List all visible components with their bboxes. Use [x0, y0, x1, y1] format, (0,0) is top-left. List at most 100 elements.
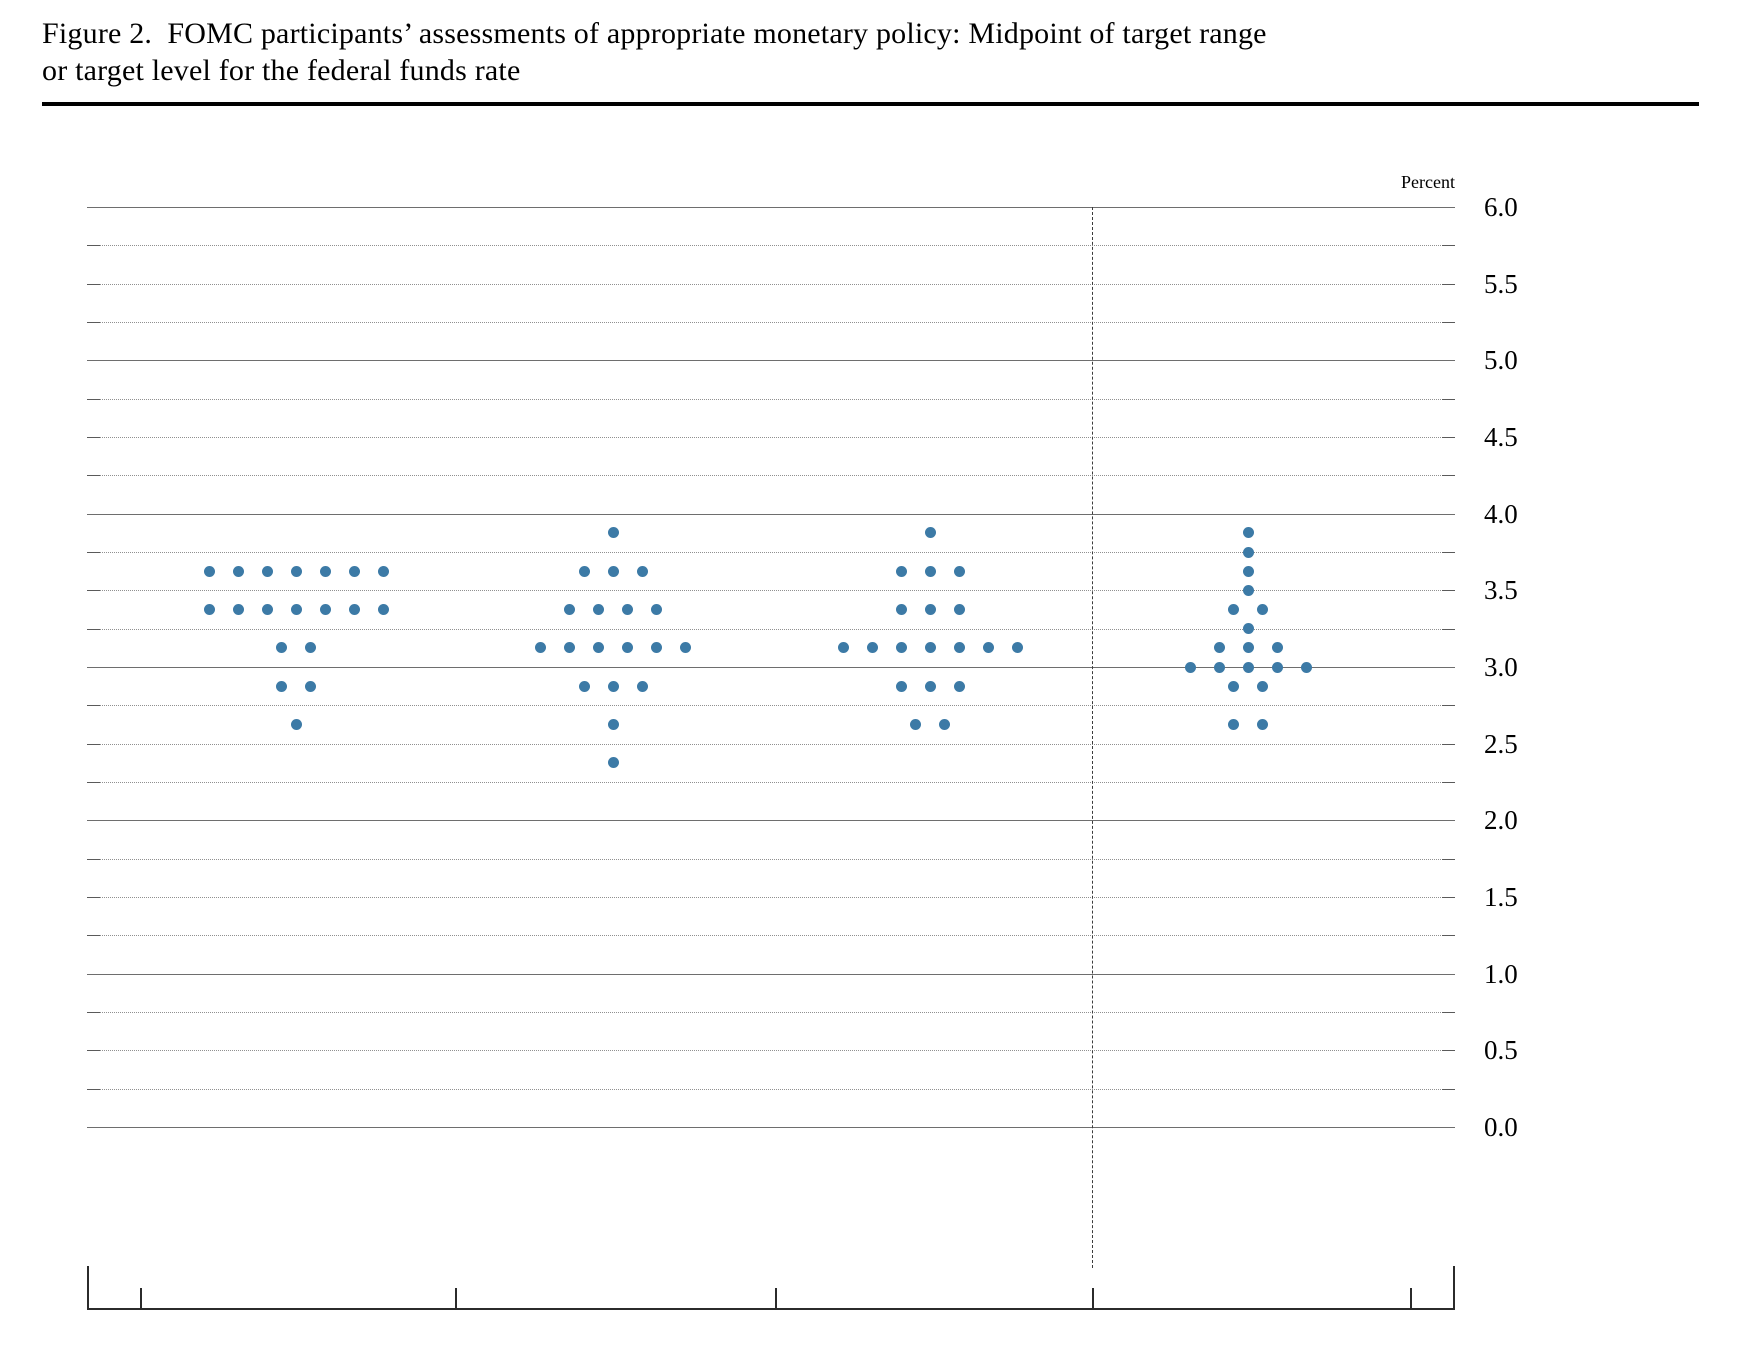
gridline-left-end-dash	[87, 245, 100, 247]
gridline-2.50	[87, 743, 1455, 745]
gridline-right-end-dash	[1442, 897, 1455, 898]
x-axis-period-tick	[140, 1288, 142, 1308]
projection-dot-period-1	[203, 565, 215, 577]
gridline-right-end-dash	[1442, 1012, 1455, 1013]
projection-dot-longer-run	[1300, 661, 1312, 673]
gridline-1.25	[87, 935, 1455, 937]
projection-dot-period-1	[290, 719, 302, 730]
projection-dot-period-3	[895, 604, 907, 615]
y-axis-label-3.0: 3.0	[1484, 652, 1518, 682]
gridline-right-end-dash	[1442, 245, 1455, 247]
y-axis-label-2.0: 2.0	[1484, 805, 1518, 836]
projection-dot-period-2	[607, 527, 619, 539]
projection-dot-period-1	[305, 680, 316, 692]
projection-dot-period-1	[377, 565, 389, 577]
gridline-0.75	[87, 1012, 1455, 1013]
gridline-right-end-dash	[1442, 1050, 1455, 1052]
projection-dot-longer-run	[1228, 680, 1239, 692]
gridline-left-end-dash	[87, 897, 100, 898]
gridline-3.25	[87, 628, 1455, 630]
gridline-4.25	[87, 475, 1455, 477]
projection-dot-longer-run	[1257, 680, 1268, 692]
projection-dot-period-3	[953, 565, 965, 577]
gridline-5.75	[87, 245, 1455, 247]
x-axis-left-end-tick	[87, 1266, 89, 1308]
gridline-2.25	[87, 782, 1455, 783]
projection-dot-period-1	[276, 680, 287, 692]
projection-dot-period-3	[866, 642, 878, 654]
y-axis-label-4.0: 4.0	[1484, 498, 1518, 529]
projection-dot-period-1	[261, 565, 273, 577]
projection-dot-period-2	[607, 757, 619, 769]
projection-dot-longer-run	[1213, 661, 1225, 673]
projection-dot-period-2	[593, 604, 604, 615]
gridline-right-end-dash	[1442, 552, 1455, 553]
y-axis-label-0.5: 0.5	[1484, 1035, 1518, 1066]
gridline-left-end-dash	[87, 1012, 100, 1013]
projection-dot-longer-run	[1242, 527, 1254, 539]
gridline-2.75	[87, 705, 1455, 707]
y-axis-label-4.5: 4.5	[1484, 422, 1518, 452]
projection-dot-period-1	[276, 642, 287, 654]
projection-dot-period-1	[232, 604, 244, 615]
figure-title-line2: or target level for the federal funds ra…	[42, 53, 521, 87]
gridline-right-end-dash	[1442, 283, 1455, 285]
projection-dot-period-2	[564, 604, 575, 615]
gridline-right-end-dash	[1442, 437, 1455, 438]
projection-dot-period-3	[924, 680, 936, 692]
gridline-left-end-dash	[87, 705, 100, 707]
projection-dot-period-1	[319, 604, 331, 615]
projection-dot-longer-run	[1228, 604, 1239, 615]
x-axis-line	[87, 1308, 1455, 1310]
projection-dot-longer-run	[1242, 565, 1254, 577]
projection-dot-period-2	[578, 680, 590, 692]
gridline-3.75	[87, 552, 1455, 553]
projection-dot-period-2	[651, 604, 662, 615]
projection-dot-longer-run	[1242, 642, 1254, 654]
projection-dot-period-2	[593, 642, 604, 654]
gridline-left-end-dash	[87, 858, 100, 860]
projection-dot-period-3	[910, 719, 921, 730]
projection-dot-period-2	[636, 565, 648, 577]
y-axis-label-0.0: 0.0	[1484, 1112, 1518, 1142]
projection-dot-period-2	[651, 642, 662, 654]
projection-dot-period-1	[232, 565, 244, 577]
y-axis-label-5.5: 5.5	[1484, 268, 1518, 299]
projection-dot-longer-run	[1271, 642, 1283, 654]
projection-dot-period-1	[290, 604, 302, 615]
projection-dot-longer-run	[1242, 661, 1254, 673]
gridline-5.00	[87, 360, 1455, 362]
gridline-3.00	[87, 667, 1455, 668]
gridline-0.50	[87, 1050, 1455, 1052]
x-axis-period-tick	[455, 1288, 457, 1308]
gridline-left-end-dash	[87, 628, 100, 630]
gridline-left-end-dash	[87, 322, 100, 323]
y-axis-label-3.5: 3.5	[1484, 575, 1518, 606]
figure-title-line1: Figure 2. FOMC participants’ assessments…	[42, 17, 1267, 50]
y-axis-label-2.5: 2.5	[1484, 728, 1518, 759]
gridline-3.50	[87, 590, 1455, 592]
projection-dot-period-3	[939, 719, 950, 730]
gridline-0.00	[87, 1127, 1455, 1128]
gridline-1.75	[87, 858, 1455, 860]
projection-dot-period-2	[607, 719, 619, 730]
projection-dot-period-1	[261, 604, 273, 615]
gridline-0.25	[87, 1088, 1455, 1090]
title-divider-rule	[42, 102, 1699, 106]
gridline-right-end-dash	[1442, 782, 1455, 783]
gridline-right-end-dash	[1442, 475, 1455, 477]
projection-dot-period-2	[636, 680, 648, 692]
projection-dot-longer-run	[1257, 604, 1268, 615]
projection-dot-period-2	[535, 642, 546, 654]
gridline-right-end-dash	[1442, 628, 1455, 630]
projection-dot-period-2	[622, 642, 633, 654]
projection-dot-period-1	[377, 604, 389, 615]
projection-dot-period-2	[607, 565, 619, 577]
gridline-right-end-dash	[1442, 743, 1455, 745]
projection-dot-period-1	[319, 565, 331, 577]
projection-dot-period-3	[895, 642, 907, 654]
gridline-1.50	[87, 897, 1455, 898]
gridline-right-end-dash	[1442, 705, 1455, 707]
x-axis-period-tick	[1092, 1288, 1094, 1308]
gridline-left-end-dash	[87, 1088, 100, 1090]
